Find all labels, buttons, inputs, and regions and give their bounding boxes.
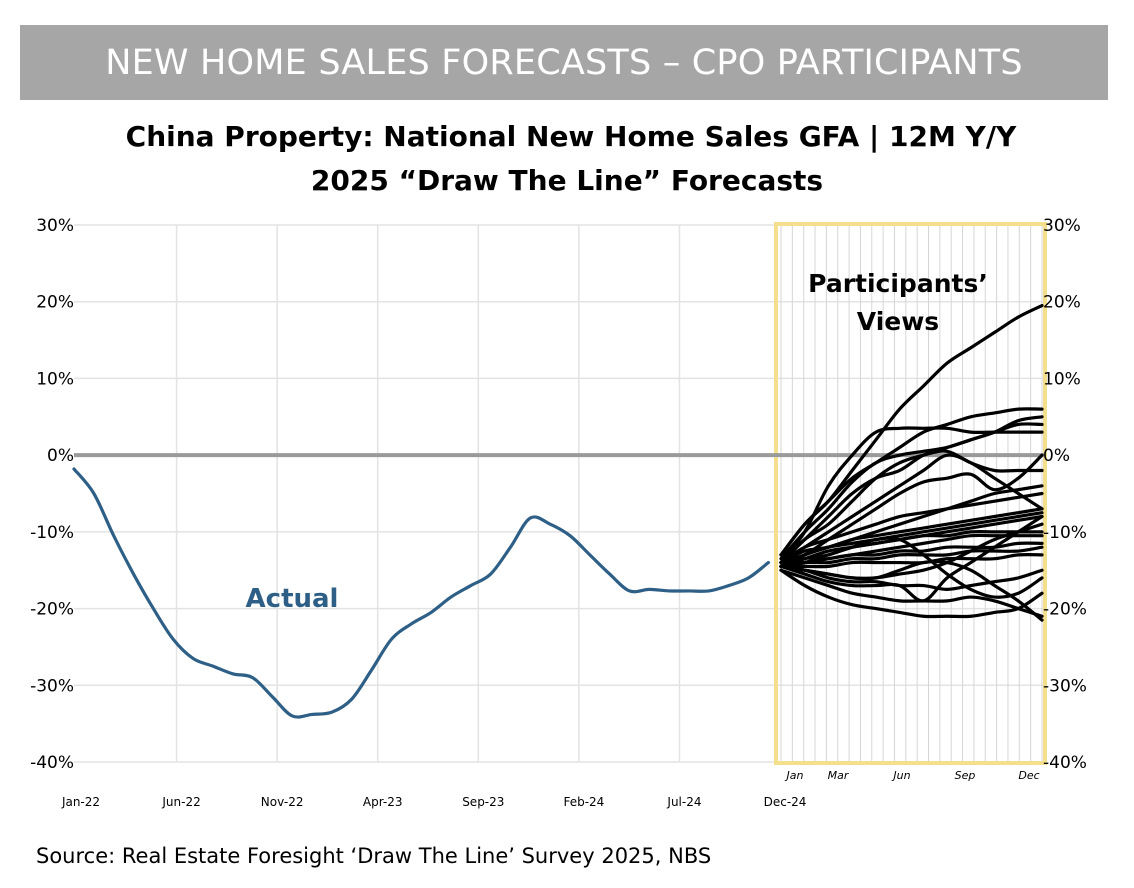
x-tick-label: Jan-22 [61,795,100,809]
y-tick-label-left: 30% [36,216,74,236]
forecast-line-16 [779,545,1044,568]
x-tick-label: Jul-24 [666,795,701,809]
forecast-line-21 [779,568,1044,618]
y-tick-label-right: 20% [1043,293,1081,313]
actual-series [72,467,770,719]
line-chart: 30% 30% 20% 20% 10% 10% 0% 0% -10% -10% -20% -20% -3… [30,216,1087,809]
forecast-line-7 [779,453,1044,565]
y-tick-label-right: -40% [1043,753,1087,773]
forecast-x-tick-label: Sep [955,769,976,782]
x-tick-label: Nov-22 [261,795,304,809]
actual-annotation: Actual [246,584,339,614]
forecast-line-2 [779,407,1044,557]
y-tick-label-left: -20% [30,600,74,620]
y-tick-label-right: -10% [1043,523,1087,543]
y-tick-label-right: -20% [1043,600,1087,620]
banner-text: NEW HOME SALES FORECASTS – CPO PARTICIPA… [105,42,1023,83]
forecast-highlight-box [774,222,1047,765]
chart-title: China Property: National New Home Sales … [125,120,1017,153]
axis-labels: 30% 30% 20% 20% 10% 10% 0% 0% -10% -10% -20% -20% -3… [30,216,1087,809]
y-tick-label-left: 20% [36,293,74,313]
source-note: Source: Real Estate Foresight ‘Draw The … [36,844,712,868]
y-tick-label-left: -10% [30,523,74,543]
banner: NEW HOME SALES FORECASTS – CPO PARTICIPA… [20,25,1108,100]
chart-subtitle: 2025 “Draw The Line” Forecasts [310,164,824,197]
forecast-series [779,303,1044,622]
forecast-x-tick-label: Mar [828,769,850,782]
y-tick-label-right: 30% [1043,216,1081,236]
forecast-line-24 [779,559,1044,622]
actual-line [72,467,770,719]
y-tick-label-left: -40% [30,753,74,773]
y-tick-label-left: 0% [47,446,74,466]
forecast-line-6 [779,449,1044,565]
forecast-line-20 [779,514,1044,603]
participants-annotation-line2: Views [857,307,939,336]
x-tick-label: Feb-24 [563,795,604,809]
participants-annotation-line1: Participants’ [808,269,988,298]
forecast-x-tick-label: Jun [891,769,910,782]
forecast-region [774,222,1047,765]
x-tick-label: Apr-23 [363,795,403,809]
forecast-line-19 [779,564,1044,591]
forecast-x-tick-label: Jan [785,769,804,782]
forecast-line-17 [779,552,1044,569]
forecast-line-25 [779,453,1044,568]
y-tick-label-left: -30% [30,676,74,696]
y-tick-label-right: 10% [1043,369,1081,389]
forecast-line-22 [779,568,1044,619]
x-tick-label: Jun-22 [161,795,200,809]
x-tick-label: Sep-23 [462,795,504,809]
forecast-line-5 [779,422,1044,565]
y-tick-label-right: 0% [1043,446,1070,466]
y-tick-label-right: -30% [1043,676,1087,696]
x-tick-label: Dec-24 [764,795,807,809]
forecast-line-12 [779,484,1044,568]
forecast-line-23 [779,536,1044,599]
y-tick-label-left: 10% [36,369,74,389]
forecast-x-tick-label: Dec [1018,769,1039,782]
